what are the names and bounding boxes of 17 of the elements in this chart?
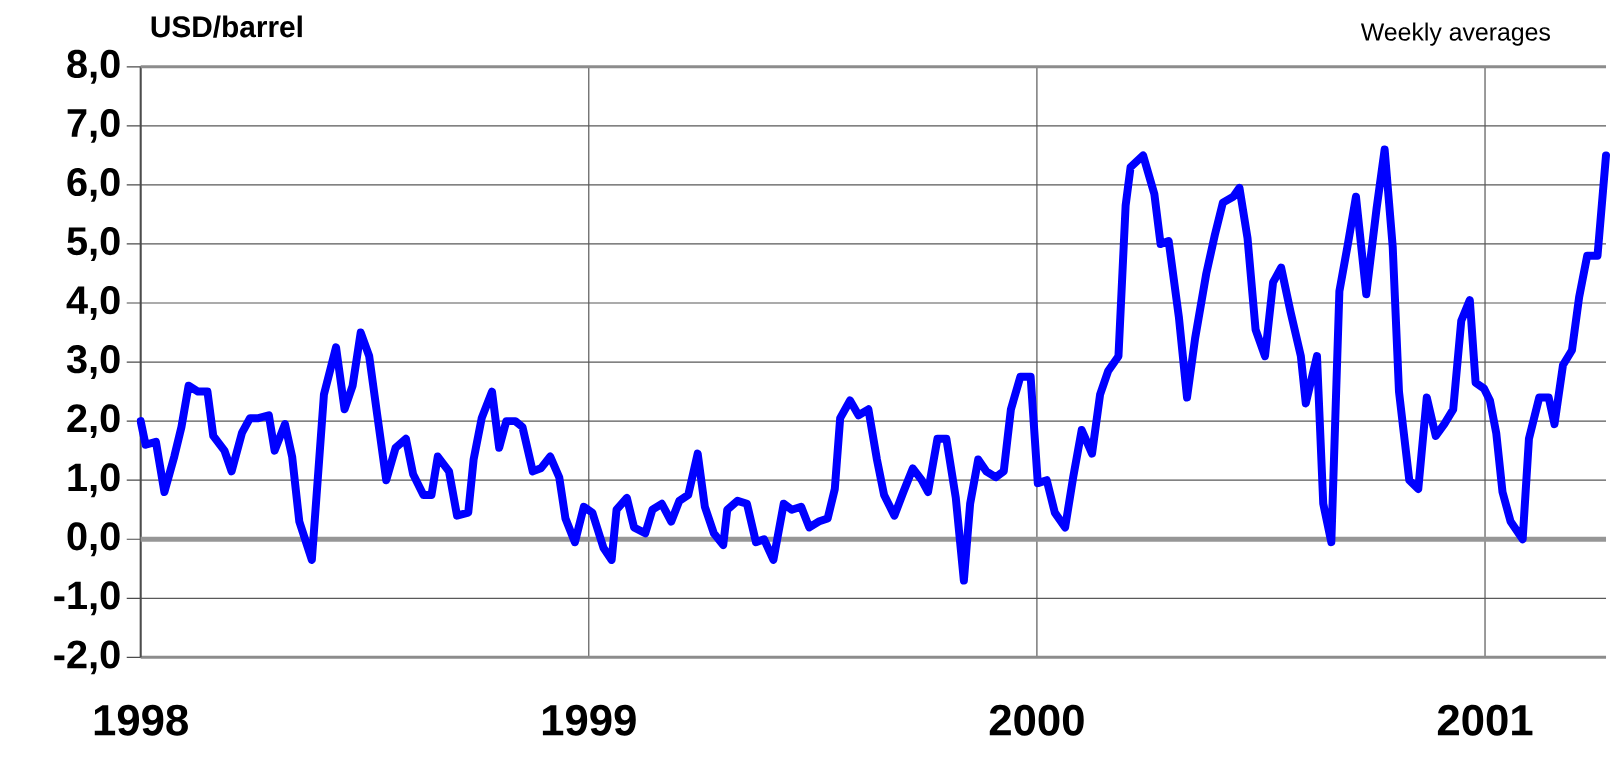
y-tick-label: 2,0 (67, 404, 120, 439)
y-tick-label: 0,0 (67, 522, 120, 557)
y-tick-label: 6,0 (67, 167, 120, 202)
x-tick-label: 1999 (542, 704, 636, 736)
x-tick-label: 2001 (1437, 704, 1533, 736)
x-tick-label: 2000 (989, 704, 1084, 736)
y-tick-label: 5,0 (67, 226, 120, 261)
text: Weekly averages (1360, 22, 1550, 46)
y-tick-label: 8,0 (67, 49, 120, 84)
y-tick-label: -1,0 (54, 581, 120, 616)
y-tick-label: 4,0 (66, 286, 120, 320)
y-tick-label: 7,0 (67, 108, 120, 143)
y-tick-label: 3,0 (66, 345, 120, 379)
y-tick-label: 1,0 (68, 463, 120, 498)
y-axis-title: USD/barrel (151, 15, 302, 38)
y-tick-label: -2,0 (54, 640, 120, 675)
x-tick-label: 1998 (94, 704, 188, 736)
